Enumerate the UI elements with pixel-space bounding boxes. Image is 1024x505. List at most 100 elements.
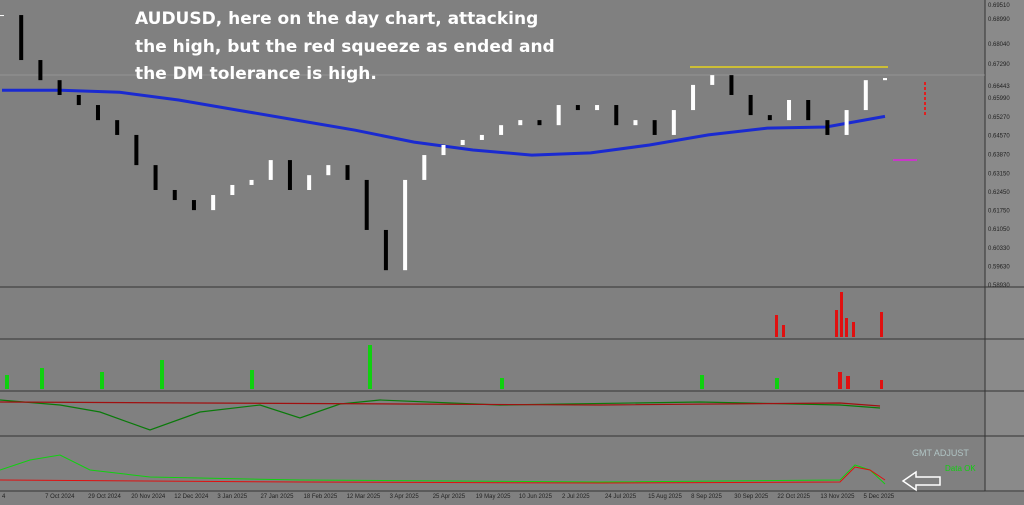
price-tick-label: 0.66443 bbox=[988, 84, 1010, 90]
oscillator-red bbox=[0, 401, 881, 407]
date-tick-label: 25 Apr 2025 bbox=[433, 494, 466, 500]
candle bbox=[691, 84, 696, 111]
candle bbox=[671, 110, 676, 135]
candle bbox=[767, 115, 772, 121]
date-tick-label: 22 Oct 2025 bbox=[777, 494, 810, 500]
price-tick-label: 0.63870 bbox=[988, 152, 1010, 158]
candle bbox=[883, 78, 887, 81]
candle bbox=[57, 80, 62, 95]
candle bbox=[787, 100, 792, 121]
candle bbox=[287, 160, 292, 190]
dm-red bbox=[0, 466, 886, 484]
date-tick-label: 24 Jul 2025 bbox=[605, 494, 637, 500]
candle bbox=[825, 120, 830, 135]
candle bbox=[345, 165, 350, 180]
candle bbox=[537, 120, 542, 126]
candle bbox=[230, 184, 235, 196]
price-axis-bg bbox=[985, 0, 1024, 492]
price-tick-label: 0.61750 bbox=[988, 208, 1010, 214]
date-tick-label: 18 Feb 2025 bbox=[304, 494, 338, 500]
candle bbox=[172, 189, 177, 201]
candle bbox=[422, 155, 427, 180]
candle bbox=[479, 134, 484, 140]
candle bbox=[134, 134, 139, 166]
price-tick-label: 0.65990 bbox=[988, 96, 1010, 102]
candle bbox=[556, 105, 561, 126]
gmt-status: GMT ADJUST bbox=[912, 448, 969, 458]
candle bbox=[307, 175, 312, 190]
candle bbox=[153, 165, 158, 190]
candle bbox=[268, 160, 273, 180]
date-tick-label: 15 Aug 2025 bbox=[648, 494, 682, 500]
candle bbox=[0, 15, 4, 17]
annotation-line: the DM tolerance is high. bbox=[135, 64, 377, 84]
candle bbox=[38, 60, 43, 81]
candle bbox=[326, 165, 331, 176]
candle bbox=[441, 145, 446, 156]
annotation-line: the high, but the red squeeze as ended a… bbox=[135, 37, 555, 57]
candle bbox=[863, 80, 868, 111]
volume-bars bbox=[5, 345, 779, 389]
candle bbox=[633, 120, 638, 126]
candle bbox=[364, 179, 369, 230]
candle bbox=[211, 195, 216, 211]
price-tick-label: 0.69510 bbox=[988, 3, 1010, 9]
price-tick-label: 0.60330 bbox=[988, 246, 1010, 252]
candle bbox=[595, 105, 600, 111]
candle bbox=[748, 94, 753, 116]
date-tick-label: 3 Jan 2025 bbox=[217, 494, 247, 500]
price-tick-label: 0.68990 bbox=[988, 17, 1010, 23]
candle bbox=[652, 120, 657, 135]
price-tick-label: 0.68040 bbox=[988, 42, 1010, 48]
candle bbox=[460, 139, 465, 145]
date-tick-label: 29 Oct 2024 bbox=[88, 494, 121, 500]
arrow-icon bbox=[901, 470, 941, 492]
price-tick-label: 0.61050 bbox=[988, 227, 1010, 233]
dm-green bbox=[0, 454, 886, 485]
data-status: Data OK bbox=[945, 464, 976, 473]
price-tick-label: 0.63150 bbox=[988, 171, 1010, 177]
candle bbox=[518, 120, 523, 126]
candle bbox=[383, 229, 388, 271]
candle bbox=[95, 105, 100, 121]
candle bbox=[729, 75, 734, 95]
candle bbox=[76, 94, 81, 106]
price-tick-label: 0.59630 bbox=[988, 264, 1010, 270]
candle bbox=[710, 75, 715, 85]
candle bbox=[19, 15, 24, 61]
date-tick-label: 30 Sep 2025 bbox=[734, 494, 769, 500]
date-tick-label: 4 bbox=[2, 494, 6, 500]
price-tick-label: 0.64570 bbox=[988, 134, 1010, 140]
squeeze-bars bbox=[775, 292, 883, 337]
candle bbox=[806, 100, 811, 121]
candle bbox=[499, 125, 504, 135]
annotation-line: AUDUSD, here on the day chart, attacking bbox=[135, 9, 538, 29]
date-tick-label: 19 May 2025 bbox=[476, 494, 511, 500]
price-tick-label: 0.58930 bbox=[988, 283, 1010, 289]
price-tick-label: 0.62450 bbox=[988, 190, 1010, 196]
date-tick-label: 13 Nov 2025 bbox=[820, 494, 855, 500]
oscillator-green bbox=[0, 399, 881, 431]
candle bbox=[614, 105, 619, 126]
volume-bars-red bbox=[838, 372, 883, 389]
price-tick-label: 0.65270 bbox=[988, 115, 1010, 121]
date-tick-label: 10 Jun 2025 bbox=[519, 494, 553, 500]
candle bbox=[844, 110, 849, 135]
date-tick-label: 27 Jan 2025 bbox=[260, 494, 294, 500]
date-tick-label: 12 Dec 2024 bbox=[174, 494, 209, 500]
candle bbox=[249, 179, 254, 185]
date-tick-label: 3 Apr 2025 bbox=[390, 494, 420, 500]
candle bbox=[575, 105, 580, 111]
panel-separators bbox=[0, 0, 1024, 492]
candle bbox=[115, 120, 120, 135]
candle bbox=[403, 179, 408, 271]
date-tick-label: 7 Oct 2024 bbox=[45, 494, 75, 500]
date-tick-label: 2 Jul 2025 bbox=[562, 494, 590, 500]
candle bbox=[191, 200, 196, 211]
date-tick-label: 8 Sep 2025 bbox=[691, 494, 722, 500]
date-tick-label: 12 Mar 2025 bbox=[347, 494, 381, 500]
price-tick-label: 0.67290 bbox=[988, 62, 1010, 68]
